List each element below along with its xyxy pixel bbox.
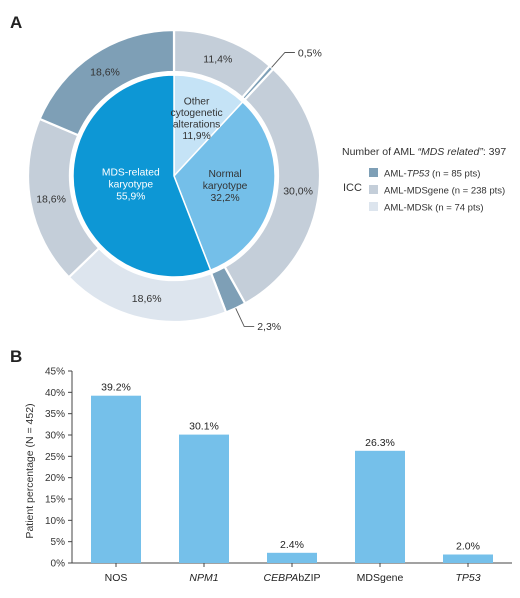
outer-slice-label: 18,6% <box>90 67 120 79</box>
bar <box>179 434 229 563</box>
inner-slice-label-line: karyotype <box>203 181 248 192</box>
panel-b-letter: B <box>10 347 22 366</box>
legend-items: AML-TP53 (n = 85 pts) AML-MDSgene (n = 23… <box>369 168 505 214</box>
legend-item-label-prefix: AML-MDSgene <box>384 186 449 197</box>
donut-labels: Other cytogenetic alterations 11,9%Normal ka… <box>36 47 322 333</box>
y-tick-label: 20% <box>45 473 65 484</box>
x-tick-label: MDSgene <box>357 572 404 584</box>
legend-item-label-prefix: AML-MDSk <box>384 203 433 214</box>
outer-slice-label: 18,6% <box>36 194 66 206</box>
inner-slice-label-line: MDS-related <box>102 168 160 179</box>
inner-slice-label-line: 32,2% <box>210 193 239 204</box>
legend-title-italic: “MDS related” <box>417 146 483 158</box>
x-tick-label: NOS <box>105 572 128 584</box>
legend: Number of AML “MDS related”: 397 ICC AML… <box>342 146 506 214</box>
legend-item-label: AML-TP53 (n = 85 pts) <box>384 169 480 180</box>
inner-slice-label-line: karyotype <box>108 180 153 191</box>
y-tick-label: 15% <box>45 495 65 506</box>
bar-value-label: 39.2% <box>101 382 131 394</box>
legend-swatch <box>369 168 378 177</box>
outer-slice-label: 18,6% <box>132 293 162 305</box>
inner-slice-label-line: cytogenetic <box>171 108 223 119</box>
legend-item-label-suffix: (n = 85 pts) <box>429 169 480 180</box>
legend-title: Number of AML “MDS related”: 397 <box>342 146 506 158</box>
inner-slice-label: MDS-related karyotype 55,9% <box>102 168 160 203</box>
panel-a-letter: A <box>10 13 22 32</box>
legend-title-suffix: : 397 <box>483 146 507 158</box>
x-tick-label: CEBPAbZIP <box>263 572 320 584</box>
outer-slice-label: 30,0% <box>283 186 313 198</box>
bar-chart: 0% 5% 10% 15% 20% 25% 30% 35% 40% 45% Patient perc… <box>24 367 512 584</box>
legend-swatch <box>369 185 378 194</box>
x-tick-label-italic: CEBPA <box>263 572 298 584</box>
outer-slice-label: 2,3% <box>257 321 281 333</box>
outer-ring-slice <box>38 28 176 137</box>
y-tick-label: 30% <box>45 431 65 442</box>
x-tick-label-italic: TP53 <box>455 572 480 584</box>
bar <box>443 554 493 563</box>
y-tick-label: 0% <box>51 559 66 570</box>
bar <box>267 552 317 563</box>
x-tick-label-prefix: MDSgene <box>357 572 404 584</box>
legend-group-label: ICC <box>343 182 362 194</box>
leader-line <box>271 52 295 68</box>
x-tick-label: TP53 <box>455 572 480 584</box>
nested-donut-chart <box>26 28 322 324</box>
y-tick-label: 5% <box>51 537 66 548</box>
bar-value-label: 26.3% <box>365 437 395 449</box>
inner-pie-slice <box>173 74 244 178</box>
inner-slice-label: Normal karyotype 32,2% <box>203 169 248 204</box>
leader-line <box>235 308 255 327</box>
inner-slice-label-line: alterations <box>173 120 221 131</box>
bar <box>91 395 141 563</box>
y-tick-label: 25% <box>45 452 65 463</box>
legend-item-label: AML-MDSgene (n = 238 pts) <box>384 186 505 197</box>
outer-slice-label: 0,5% <box>298 47 322 59</box>
legend-item-label-prefix: AML- <box>384 169 407 180</box>
bar <box>355 450 405 563</box>
x-tick-label-suffix: bZIP <box>298 572 320 584</box>
bar-value-label: 2.4% <box>280 539 304 551</box>
inner-pie-slice <box>173 100 276 272</box>
legend-swatch <box>369 202 378 211</box>
inner-slice-label-line: Normal <box>209 169 242 180</box>
y-axis-label: Patient percentage (N = 452) <box>24 403 36 538</box>
y-tick-label: 10% <box>45 516 65 527</box>
inner-slice-label-line: 55,9% <box>116 192 145 203</box>
legend-item-label-italic: TP53 <box>407 169 430 180</box>
bar-value-label: 30.1% <box>189 421 219 433</box>
x-tick-label-prefix: NOS <box>105 572 128 584</box>
legend-item-label: AML-MDSk (n = 74 pts) <box>384 203 484 214</box>
legend-item-label-suffix: (n = 238 pts) <box>449 186 505 197</box>
x-tick-label: NPM1 <box>189 572 218 584</box>
legend-title-prefix: Number of AML <box>342 146 417 158</box>
inner-slice-label-line: 11,9% <box>182 131 210 142</box>
y-tick-label: 40% <box>45 388 65 399</box>
x-tick-label-italic: NPM1 <box>189 572 218 584</box>
legend-item-label-suffix: (n = 74 pts) <box>433 203 484 214</box>
inner-pie-slice <box>72 74 212 278</box>
inner-slice-label: Other cytogenetic alterations 11,9% <box>171 97 223 142</box>
y-tick-label: 45% <box>45 367 65 378</box>
bar-value-label: 2.0% <box>456 541 480 553</box>
inner-slice-label-line: Other <box>184 97 210 108</box>
outer-slice-label: 11,4% <box>203 54 232 66</box>
y-tick-label: 35% <box>45 409 65 420</box>
